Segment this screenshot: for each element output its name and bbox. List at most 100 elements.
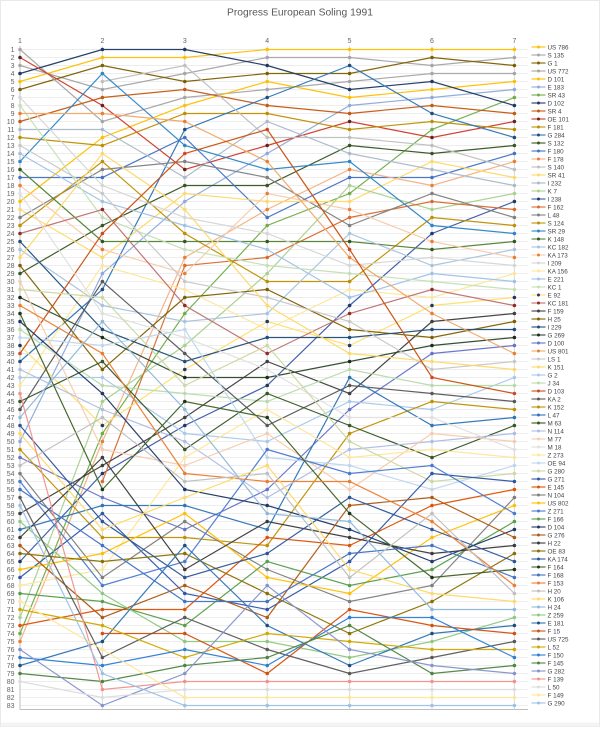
svg-text:KC 181: KC 181 <box>548 300 570 307</box>
svg-text:19: 19 <box>7 191 15 198</box>
svg-text:81: 81 <box>7 687 15 694</box>
svg-text:71: 71 <box>7 607 15 614</box>
svg-text:D 101: D 101 <box>548 76 565 83</box>
svg-text:OE 83: OE 83 <box>548 548 566 555</box>
svg-text:L 52: L 52 <box>548 644 561 651</box>
svg-text:1: 1 <box>11 47 15 54</box>
svg-text:20: 20 <box>7 199 15 206</box>
svg-text:4: 4 <box>265 38 269 45</box>
svg-text:G 271: G 271 <box>548 476 566 483</box>
svg-text:M 18: M 18 <box>548 444 562 451</box>
svg-text:48: 48 <box>7 423 15 430</box>
svg-text:D 102: D 102 <box>548 100 565 107</box>
svg-text:47: 47 <box>7 415 15 422</box>
svg-text:US 786: US 786 <box>548 44 570 51</box>
svg-text:US 772: US 772 <box>548 68 570 75</box>
svg-text:L 50: L 50 <box>548 684 561 691</box>
svg-text:17: 17 <box>7 175 15 182</box>
svg-text:6: 6 <box>430 38 434 45</box>
svg-text:OE 94: OE 94 <box>548 460 566 467</box>
svg-text:52: 52 <box>7 455 15 462</box>
svg-text:45: 45 <box>7 399 15 406</box>
svg-text:Z 271: Z 271 <box>548 508 565 515</box>
svg-text:73: 73 <box>7 623 15 630</box>
svg-text:63: 63 <box>7 543 15 550</box>
svg-text:16: 16 <box>7 167 15 174</box>
svg-text:50: 50 <box>7 439 15 446</box>
svg-text:SR 41: SR 41 <box>548 172 566 179</box>
svg-text:F 139: F 139 <box>548 676 565 683</box>
svg-text:72: 72 <box>7 615 15 622</box>
svg-text:F 178: F 178 <box>548 156 565 163</box>
svg-text:J 34: J 34 <box>548 380 560 387</box>
svg-text:80: 80 <box>7 679 15 686</box>
svg-text:D 100: D 100 <box>548 340 565 347</box>
svg-text:E 183: E 183 <box>548 84 565 91</box>
svg-text:G 280: G 280 <box>548 468 566 475</box>
svg-text:SR 43: SR 43 <box>548 92 566 99</box>
svg-text:53: 53 <box>7 463 15 470</box>
svg-text:46: 46 <box>7 407 15 414</box>
svg-text:G 290: G 290 <box>548 700 566 707</box>
svg-text:L 47: L 47 <box>548 412 561 419</box>
svg-text:42: 42 <box>7 375 15 382</box>
svg-text:54: 54 <box>7 471 15 478</box>
svg-text:57: 57 <box>7 495 15 502</box>
svg-text:KA 173: KA 173 <box>548 252 569 259</box>
svg-text:E 221: E 221 <box>548 276 565 283</box>
svg-text:I 229: I 229 <box>548 324 563 331</box>
svg-text:F 181: F 181 <box>548 124 565 131</box>
svg-text:US 802: US 802 <box>548 500 570 507</box>
svg-text:68: 68 <box>7 583 15 590</box>
svg-text:F 153: F 153 <box>548 580 565 587</box>
svg-text:F 164: F 164 <box>548 564 565 571</box>
svg-text:28: 28 <box>7 263 15 270</box>
svg-text:KA 156: KA 156 <box>548 268 569 275</box>
svg-text:H 22: H 22 <box>548 540 562 547</box>
svg-text:12: 12 <box>7 135 15 142</box>
svg-text:77: 77 <box>7 655 15 662</box>
svg-text:F 15: F 15 <box>548 628 561 635</box>
svg-text:64: 64 <box>7 551 15 558</box>
svg-text:37: 37 <box>7 335 15 342</box>
svg-text:4: 4 <box>11 71 15 78</box>
svg-text:F 149: F 149 <box>548 692 565 699</box>
svg-text:S 124: S 124 <box>548 220 565 227</box>
svg-text:I 232: I 232 <box>548 180 563 187</box>
svg-text:38: 38 <box>7 343 15 350</box>
svg-text:26: 26 <box>7 247 15 254</box>
svg-text:66: 66 <box>7 567 15 574</box>
svg-text:F 145: F 145 <box>548 660 565 667</box>
svg-text:F 159: F 159 <box>548 308 565 315</box>
svg-text:51: 51 <box>7 447 15 454</box>
svg-text:82: 82 <box>7 695 15 702</box>
svg-text:67: 67 <box>7 575 15 582</box>
svg-text:I 238: I 238 <box>548 196 563 203</box>
svg-text:F 168: F 168 <box>548 572 565 579</box>
svg-text:SR 29: SR 29 <box>548 228 566 235</box>
svg-text:8: 8 <box>11 103 15 110</box>
svg-text:43: 43 <box>7 383 15 390</box>
svg-text:61: 61 <box>7 527 15 534</box>
svg-text:14: 14 <box>7 151 15 158</box>
svg-text:60: 60 <box>7 519 15 526</box>
svg-text:Z 273: Z 273 <box>548 452 565 459</box>
svg-text:G 282: G 282 <box>548 668 566 675</box>
svg-text:E 145: E 145 <box>548 484 565 491</box>
svg-text:KC 1: KC 1 <box>548 284 562 291</box>
svg-text:32: 32 <box>7 295 15 302</box>
svg-text:7: 7 <box>512 38 516 45</box>
svg-text:KC 182: KC 182 <box>548 244 570 251</box>
svg-text:N 114: N 114 <box>548 428 565 435</box>
svg-text:H 25: H 25 <box>548 316 562 323</box>
svg-text:K 7: K 7 <box>548 188 558 195</box>
svg-text:H 24: H 24 <box>548 604 562 611</box>
svg-text:41: 41 <box>7 367 15 374</box>
svg-text:S 132: S 132 <box>548 140 565 147</box>
svg-text:KA 174: KA 174 <box>548 556 569 563</box>
svg-text:24: 24 <box>7 231 15 238</box>
svg-text:M 63: M 63 <box>548 420 562 427</box>
svg-text:58: 58 <box>7 503 15 510</box>
svg-text:23: 23 <box>7 223 15 230</box>
svg-text:25: 25 <box>7 239 15 246</box>
